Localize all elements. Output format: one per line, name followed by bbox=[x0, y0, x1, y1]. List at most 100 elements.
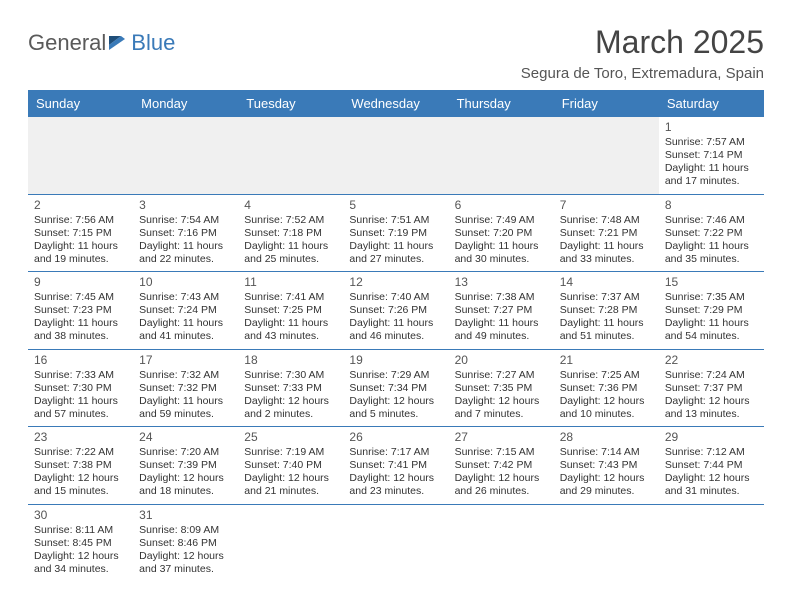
sunrise-line: Sunrise: 7:56 AM bbox=[34, 214, 127, 227]
daylight-line: Daylight: 11 hours and 35 minutes. bbox=[665, 240, 758, 266]
daylight-line: Daylight: 11 hours and 49 minutes. bbox=[455, 317, 548, 343]
day-number: 8 bbox=[665, 198, 758, 213]
calendar-empty-cell bbox=[343, 504, 448, 581]
calendar-day: 24Sunrise: 7:20 AMSunset: 7:39 PMDayligh… bbox=[133, 427, 238, 505]
day-header: Thursday bbox=[449, 90, 554, 117]
calendar-week: 16Sunrise: 7:33 AMSunset: 7:30 PMDayligh… bbox=[28, 349, 764, 427]
calendar-empty-cell bbox=[133, 117, 238, 194]
day-info: Sunrise: 7:15 AMSunset: 7:42 PMDaylight:… bbox=[455, 446, 548, 499]
sunrise-line: Sunrise: 7:15 AM bbox=[455, 446, 548, 459]
sunrise-line: Sunrise: 7:22 AM bbox=[34, 446, 127, 459]
sunrise-line: Sunrise: 7:54 AM bbox=[139, 214, 232, 227]
sunrise-line: Sunrise: 7:19 AM bbox=[244, 446, 337, 459]
sunrise-line: Sunrise: 7:49 AM bbox=[455, 214, 548, 227]
daylight-line: Daylight: 12 hours and 26 minutes. bbox=[455, 472, 548, 498]
day-number: 22 bbox=[665, 353, 758, 368]
calendar-day: 26Sunrise: 7:17 AMSunset: 7:41 PMDayligh… bbox=[343, 427, 448, 505]
calendar-page: General Blue March 2025 Segura de Toro, … bbox=[0, 0, 792, 593]
day-number: 10 bbox=[139, 275, 232, 290]
day-header: Saturday bbox=[659, 90, 764, 117]
day-info: Sunrise: 7:35 AMSunset: 7:29 PMDaylight:… bbox=[665, 291, 758, 344]
daylight-line: Daylight: 11 hours and 22 minutes. bbox=[139, 240, 232, 266]
day-info: Sunrise: 7:33 AMSunset: 7:30 PMDaylight:… bbox=[34, 369, 127, 422]
daylight-line: Daylight: 12 hours and 5 minutes. bbox=[349, 395, 442, 421]
day-number: 19 bbox=[349, 353, 442, 368]
day-info: Sunrise: 7:38 AMSunset: 7:27 PMDaylight:… bbox=[455, 291, 548, 344]
sunset-line: Sunset: 7:26 PM bbox=[349, 304, 442, 317]
day-info: Sunrise: 7:29 AMSunset: 7:34 PMDaylight:… bbox=[349, 369, 442, 422]
day-number: 13 bbox=[455, 275, 548, 290]
calendar-day: 16Sunrise: 7:33 AMSunset: 7:30 PMDayligh… bbox=[28, 349, 133, 427]
calendar-week: 1Sunrise: 7:57 AMSunset: 7:14 PMDaylight… bbox=[28, 117, 764, 194]
daylight-line: Daylight: 12 hours and 7 minutes. bbox=[455, 395, 548, 421]
calendar-empty-cell bbox=[554, 504, 659, 581]
sunset-line: Sunset: 7:14 PM bbox=[665, 149, 758, 162]
sunrise-line: Sunrise: 7:38 AM bbox=[455, 291, 548, 304]
day-info: Sunrise: 7:41 AMSunset: 7:25 PMDaylight:… bbox=[244, 291, 337, 344]
sunset-line: Sunset: 7:40 PM bbox=[244, 459, 337, 472]
sunrise-line: Sunrise: 8:09 AM bbox=[139, 524, 232, 537]
daylight-line: Daylight: 11 hours and 33 minutes. bbox=[560, 240, 653, 266]
calendar-empty-cell bbox=[554, 117, 659, 194]
calendar-day: 11Sunrise: 7:41 AMSunset: 7:25 PMDayligh… bbox=[238, 272, 343, 350]
day-header: Friday bbox=[554, 90, 659, 117]
calendar-thead: SundayMondayTuesdayWednesdayThursdayFrid… bbox=[28, 90, 764, 117]
sunset-line: Sunset: 7:38 PM bbox=[34, 459, 127, 472]
sunrise-line: Sunrise: 7:35 AM bbox=[665, 291, 758, 304]
day-number: 11 bbox=[244, 275, 337, 290]
daylight-line: Daylight: 12 hours and 37 minutes. bbox=[139, 550, 232, 576]
day-info: Sunrise: 7:27 AMSunset: 7:35 PMDaylight:… bbox=[455, 369, 548, 422]
calendar-week: 2Sunrise: 7:56 AMSunset: 7:15 PMDaylight… bbox=[28, 194, 764, 272]
daylight-line: Daylight: 12 hours and 34 minutes. bbox=[34, 550, 127, 576]
day-info: Sunrise: 7:57 AMSunset: 7:14 PMDaylight:… bbox=[665, 136, 758, 189]
sunset-line: Sunset: 7:27 PM bbox=[455, 304, 548, 317]
day-info: Sunrise: 8:11 AMSunset: 8:45 PMDaylight:… bbox=[34, 524, 127, 577]
sunrise-line: Sunrise: 7:48 AM bbox=[560, 214, 653, 227]
day-number: 25 bbox=[244, 430, 337, 445]
logo-text-blue: Blue bbox=[131, 30, 175, 56]
sunrise-line: Sunrise: 8:11 AM bbox=[34, 524, 127, 537]
sunset-line: Sunset: 7:43 PM bbox=[560, 459, 653, 472]
brand-logo: General Blue bbox=[28, 30, 175, 56]
sunset-line: Sunset: 7:23 PM bbox=[34, 304, 127, 317]
calendar-day: 9Sunrise: 7:45 AMSunset: 7:23 PMDaylight… bbox=[28, 272, 133, 350]
calendar-day: 14Sunrise: 7:37 AMSunset: 7:28 PMDayligh… bbox=[554, 272, 659, 350]
sunset-line: Sunset: 7:20 PM bbox=[455, 227, 548, 240]
calendar-day: 3Sunrise: 7:54 AMSunset: 7:16 PMDaylight… bbox=[133, 194, 238, 272]
day-number: 4 bbox=[244, 198, 337, 213]
sunrise-line: Sunrise: 7:32 AM bbox=[139, 369, 232, 382]
day-number: 3 bbox=[139, 198, 232, 213]
calendar-table: SundayMondayTuesdayWednesdayThursdayFrid… bbox=[28, 90, 764, 581]
day-info: Sunrise: 7:51 AMSunset: 7:19 PMDaylight:… bbox=[349, 214, 442, 267]
calendar-day: 29Sunrise: 7:12 AMSunset: 7:44 PMDayligh… bbox=[659, 427, 764, 505]
calendar-day: 17Sunrise: 7:32 AMSunset: 7:32 PMDayligh… bbox=[133, 349, 238, 427]
day-info: Sunrise: 7:43 AMSunset: 7:24 PMDaylight:… bbox=[139, 291, 232, 344]
day-number: 26 bbox=[349, 430, 442, 445]
sunset-line: Sunset: 7:15 PM bbox=[34, 227, 127, 240]
daylight-line: Daylight: 12 hours and 21 minutes. bbox=[244, 472, 337, 498]
sunset-line: Sunset: 8:46 PM bbox=[139, 537, 232, 550]
day-header: Tuesday bbox=[238, 90, 343, 117]
daylight-line: Daylight: 11 hours and 46 minutes. bbox=[349, 317, 442, 343]
calendar-day: 31Sunrise: 8:09 AMSunset: 8:46 PMDayligh… bbox=[133, 504, 238, 581]
daylight-line: Daylight: 12 hours and 29 minutes. bbox=[560, 472, 653, 498]
calendar-day: 23Sunrise: 7:22 AMSunset: 7:38 PMDayligh… bbox=[28, 427, 133, 505]
day-info: Sunrise: 7:22 AMSunset: 7:38 PMDaylight:… bbox=[34, 446, 127, 499]
day-header: Wednesday bbox=[343, 90, 448, 117]
daylight-line: Daylight: 11 hours and 38 minutes. bbox=[34, 317, 127, 343]
day-number: 15 bbox=[665, 275, 758, 290]
daylight-line: Daylight: 11 hours and 19 minutes. bbox=[34, 240, 127, 266]
sunrise-line: Sunrise: 7:51 AM bbox=[349, 214, 442, 227]
sunrise-line: Sunrise: 7:17 AM bbox=[349, 446, 442, 459]
calendar-day: 19Sunrise: 7:29 AMSunset: 7:34 PMDayligh… bbox=[343, 349, 448, 427]
sunset-line: Sunset: 7:42 PM bbox=[455, 459, 548, 472]
daylight-line: Daylight: 12 hours and 31 minutes. bbox=[665, 472, 758, 498]
sunrise-line: Sunrise: 7:41 AM bbox=[244, 291, 337, 304]
sunrise-line: Sunrise: 7:37 AM bbox=[560, 291, 653, 304]
sunrise-line: Sunrise: 7:27 AM bbox=[455, 369, 548, 382]
sunrise-line: Sunrise: 7:12 AM bbox=[665, 446, 758, 459]
sunset-line: Sunset: 7:35 PM bbox=[455, 382, 548, 395]
calendar-day: 13Sunrise: 7:38 AMSunset: 7:27 PMDayligh… bbox=[449, 272, 554, 350]
sunset-line: Sunset: 7:44 PM bbox=[665, 459, 758, 472]
sunrise-line: Sunrise: 7:24 AM bbox=[665, 369, 758, 382]
